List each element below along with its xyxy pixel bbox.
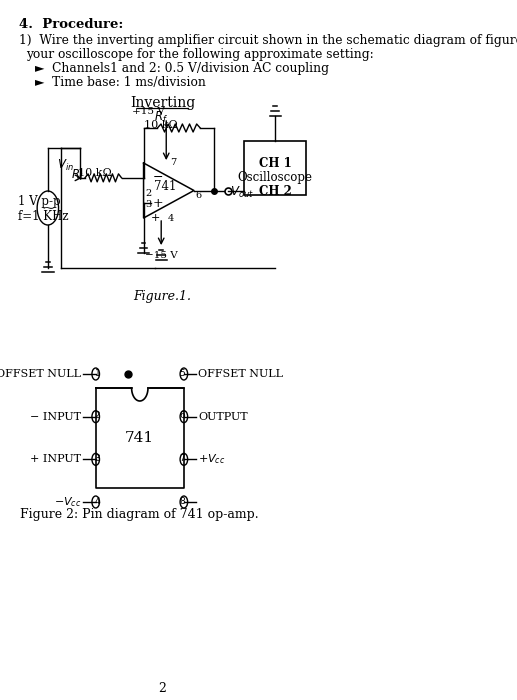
- Text: Figure.1.: Figure.1.: [133, 290, 191, 303]
- FancyBboxPatch shape: [245, 141, 306, 195]
- Text: f=1 KHz: f=1 KHz: [18, 211, 68, 223]
- Text: 6: 6: [179, 411, 185, 420]
- Text: $V_{out}$: $V_{out}$: [230, 186, 254, 200]
- Text: 7: 7: [170, 158, 176, 167]
- Text: $V_{in}$: $V_{in}$: [57, 158, 74, 173]
- Text: 2: 2: [159, 682, 166, 695]
- Text: 10 kΩ: 10 kΩ: [78, 168, 112, 178]
- Text: 741: 741: [155, 180, 177, 193]
- Text: 3: 3: [145, 200, 151, 209]
- Text: +$V_{cc}$: +$V_{cc}$: [199, 452, 226, 466]
- Text: 4: 4: [168, 214, 174, 223]
- Text: OUTPUT: OUTPUT: [199, 412, 248, 421]
- Text: −$V_{cc}$: −$V_{cc}$: [54, 495, 81, 509]
- Text: −15 V: −15 V: [145, 251, 177, 260]
- Text: CH 1: CH 1: [259, 157, 292, 170]
- Text: − INPUT: − INPUT: [30, 412, 81, 421]
- Text: OFFSET NULL: OFFSET NULL: [199, 369, 283, 379]
- Text: 8: 8: [179, 496, 185, 505]
- Text: 5: 5: [179, 368, 185, 377]
- Text: Inverting: Inverting: [130, 96, 195, 110]
- Text: 3: 3: [95, 454, 100, 463]
- Text: 2: 2: [95, 411, 100, 420]
- Text: +15 V: +15 V: [132, 107, 165, 116]
- Text: ►  Time base: 1 ms/division: ► Time base: 1 ms/division: [35, 76, 206, 89]
- Text: + INPUT: + INPUT: [30, 454, 81, 464]
- Text: 741: 741: [125, 431, 155, 445]
- Text: $R_i$: $R_i$: [70, 168, 83, 183]
- Text: 6: 6: [195, 192, 201, 200]
- Text: 2: 2: [145, 189, 151, 198]
- Text: +: +: [153, 197, 163, 210]
- Text: +: +: [151, 213, 160, 223]
- Text: Oscilloscope: Oscilloscope: [238, 171, 313, 184]
- Text: −: −: [153, 172, 163, 184]
- Text: $R_f$: $R_f$: [154, 110, 168, 125]
- Text: ►  Channels1 and 2: 0.5 V/division AC coupling: ► Channels1 and 2: 0.5 V/division AC cou…: [35, 62, 329, 75]
- Text: 7: 7: [179, 454, 185, 463]
- Text: OFFSET NULL: OFFSET NULL: [0, 369, 81, 379]
- Text: your oscilloscope for the following approximate setting:: your oscilloscope for the following appr…: [26, 48, 374, 61]
- Text: 4.  Procedure:: 4. Procedure:: [19, 18, 123, 31]
- Text: 1)  Wire the inverting amplifier circuit shown in the schematic diagram of figur: 1) Wire the inverting amplifier circuit …: [19, 34, 517, 47]
- Text: 4: 4: [95, 496, 100, 505]
- Text: 1 V p-p: 1 V p-p: [18, 195, 60, 209]
- Text: Figure 2: Pin diagram of 741 op-amp.: Figure 2: Pin diagram of 741 op-amp.: [21, 508, 259, 521]
- Text: CH 2: CH 2: [258, 185, 292, 198]
- Text: 1: 1: [95, 368, 100, 377]
- Text: 10 kΩ: 10 kΩ: [144, 120, 177, 130]
- Text: ~: ~: [41, 199, 55, 216]
